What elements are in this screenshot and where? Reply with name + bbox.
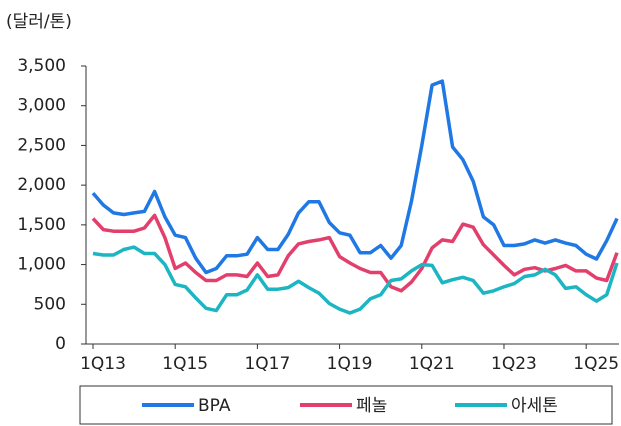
y-tick-label: 3,000 xyxy=(17,96,66,116)
y-tick-label: 0 xyxy=(55,334,66,354)
y-tick-label: 2,000 xyxy=(17,175,66,195)
line-series xyxy=(92,245,619,315)
x-tick-label: 1Q25 xyxy=(573,354,619,374)
y-tick-label: 1,500 xyxy=(17,215,66,235)
y-tick-label: 1,000 xyxy=(17,255,66,275)
line-series xyxy=(91,213,619,293)
legend-label: BPA xyxy=(198,396,231,416)
line-series xyxy=(91,79,619,275)
legend-label: 페놀 xyxy=(356,396,387,416)
legend-label: 아세톤 xyxy=(511,396,558,416)
y-tick-label: 3,500 xyxy=(17,56,66,76)
y-axis-unit: (달러/톤) xyxy=(6,12,72,32)
x-tick-label: 1Q19 xyxy=(327,354,373,374)
y-tick-label: 500 xyxy=(34,294,66,314)
x-tick-label: 1Q23 xyxy=(491,354,537,374)
y-tick-label: 2,500 xyxy=(17,135,66,155)
x-tick-label: 1Q15 xyxy=(162,354,208,374)
x-tick-label: 1Q17 xyxy=(244,354,290,374)
x-tick-label: 1Q21 xyxy=(409,354,455,374)
x-tick-label: 1Q13 xyxy=(80,354,126,374)
legend-box xyxy=(79,385,613,425)
